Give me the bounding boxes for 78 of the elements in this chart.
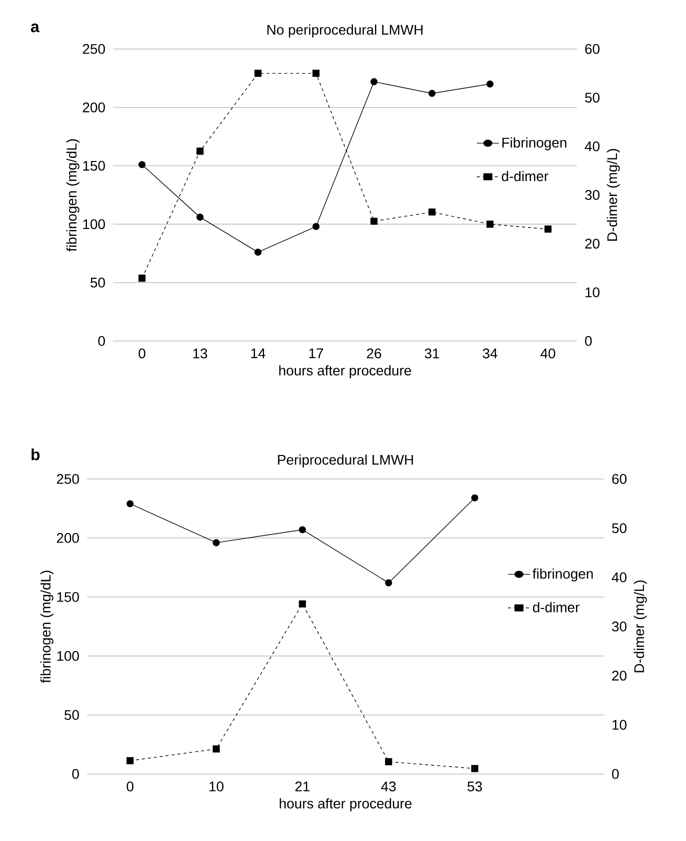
x-tick-label: 17: [309, 348, 324, 358]
point: [254, 248, 262, 256]
x-tick-label: 53: [468, 782, 482, 792]
point: [428, 208, 436, 216]
x-tick-label: 40: [540, 348, 556, 358]
point: [370, 78, 378, 86]
x-tick-label: 34: [482, 348, 498, 358]
y2-tick-label: 60: [585, 44, 600, 54]
point: [212, 745, 220, 752]
point: [471, 494, 478, 502]
x-tick-label: 21: [295, 782, 310, 792]
y-tick-label: 200: [56, 533, 79, 543]
y-tick-label: 0: [98, 336, 105, 346]
y-tick-label: 0: [72, 769, 79, 779]
y2-tick-label: 50: [612, 523, 626, 534]
y2-axis-title: D-dimer (mg/L): [634, 580, 647, 672]
y2-tick-label: 30: [612, 622, 626, 632]
x-tick-label: 0: [138, 348, 146, 358]
point: [126, 757, 134, 764]
point: [486, 80, 494, 88]
y-axis-title: fibrinogen (mg/dL): [40, 570, 54, 683]
point: [196, 214, 204, 221]
point: [486, 220, 494, 228]
y-axis-title: fibrinogen (mg/dL): [66, 139, 80, 252]
x-tick-label: 26: [366, 348, 382, 358]
y2-tick-label: 10: [612, 720, 626, 730]
x-axis-title: hours after procedure: [279, 365, 412, 378]
y2-tick-label: 20: [585, 238, 600, 249]
point: [298, 526, 306, 534]
point: [196, 148, 204, 155]
x-tick-label: 14: [251, 348, 266, 358]
point: [138, 274, 146, 282]
point: [138, 161, 146, 168]
legend-label: d-dimer: [532, 602, 580, 612]
x-tick-label: 0: [126, 782, 134, 792]
y2-tick-label: 10: [586, 287, 600, 298]
point: [370, 218, 378, 225]
point: [471, 765, 478, 772]
point: [254, 70, 262, 77]
y2-tick-label: 30: [585, 190, 600, 200]
y-tick-label: 200: [82, 102, 105, 112]
x-axis-title: hours after procedure: [280, 798, 412, 812]
y-tick-label: 250: [82, 44, 105, 54]
x-tick-label: 10: [210, 782, 224, 792]
legend-label: d-dimer: [502, 170, 548, 182]
y2-tick-label: 0: [612, 769, 619, 779]
y2-tick-label: 50: [585, 92, 600, 103]
y2-tick-label: 40: [612, 572, 626, 582]
y-tick-label: 100: [83, 219, 105, 230]
point: [544, 226, 552, 233]
point: [298, 600, 306, 608]
y-tick-label: 100: [57, 651, 79, 661]
y-tick-label: 50: [64, 710, 79, 720]
y-tick-label: 150: [57, 592, 79, 602]
x-tick-label: 13: [193, 348, 208, 358]
y-tick-label: 50: [90, 278, 105, 288]
point: [385, 579, 392, 586]
y2-tick-label: 40: [584, 141, 600, 152]
point: [312, 70, 320, 77]
legend-label: fibrinogen: [532, 568, 593, 582]
text: b: [32, 448, 40, 460]
point: [212, 539, 220, 546]
x-tick-label: 43: [381, 782, 396, 792]
y-tick-label: 250: [56, 474, 79, 484]
point: [385, 758, 392, 766]
point: [312, 222, 320, 230]
chart-title: Periprocedural LMWH: [278, 454, 413, 468]
y2-axis-title: D-dimer (mg/L): [606, 149, 620, 241]
legend-label: Fibrinogen: [502, 137, 566, 150]
x-tick-label: 31: [424, 348, 440, 358]
y2-tick-label: 60: [612, 474, 626, 484]
chart-title: No periprocedural LMWH: [267, 24, 423, 38]
point: [428, 90, 436, 97]
y2-tick-label: 20: [612, 670, 626, 681]
text: a: [30, 24, 40, 32]
point: [126, 500, 134, 508]
y2-tick-label: 0: [585, 336, 592, 346]
y-tick-label: 150: [83, 160, 105, 171]
